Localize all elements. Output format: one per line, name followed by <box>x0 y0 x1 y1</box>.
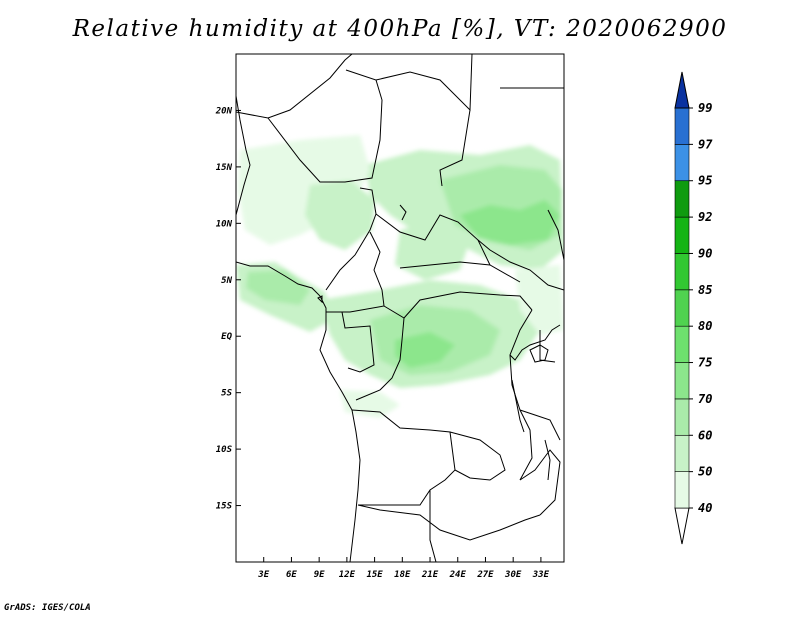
colorbar-box <box>674 325 690 363</box>
lake-chad <box>399 204 407 221</box>
border-angola <box>351 409 456 506</box>
humidity-region-congo-core <box>395 332 455 368</box>
border-ethiopia <box>547 209 564 261</box>
humidity-region-chad-core <box>460 200 560 245</box>
lat-tick-label: 15N <box>216 163 233 173</box>
lat-tick-label: 5S <box>221 389 232 399</box>
colorbar-tick-label: 70 <box>698 392 712 406</box>
colorbar-tick-label: 85 <box>698 283 712 297</box>
colorbar-box <box>674 107 690 145</box>
lon-tick-label: 33E <box>532 570 550 580</box>
lon-tick-label: 3E <box>257 570 269 580</box>
border-zambia <box>449 431 506 481</box>
humidity-region-angola-north <box>340 390 400 418</box>
colorbar-tick-label: 75 <box>698 356 712 370</box>
lon-tick-label: 18E <box>394 570 411 580</box>
border-libya-sudan <box>439 109 471 187</box>
border-car <box>399 261 521 283</box>
colorbar-box <box>674 216 690 254</box>
border-gabon <box>341 311 375 373</box>
country-borders <box>236 54 564 562</box>
lake-tanganyika <box>511 379 525 433</box>
colorbar-tick-label: 99 <box>698 101 712 115</box>
lat-axis: 20N 15N 10N 5N EQ 5S 10S 15S <box>215 106 241 512</box>
colorbar-tick-label: 60 <box>698 428 712 442</box>
border-kenya <box>539 330 556 363</box>
colorbar-box <box>674 253 690 291</box>
humidity-region-cameroon <box>395 220 470 280</box>
border-mozambique <box>519 449 561 516</box>
colorbar-tick-label: 95 <box>698 174 712 188</box>
humidity-region-gulf <box>246 270 310 305</box>
colorbar-tick-label: 90 <box>698 246 712 260</box>
map-title: Relative humidity at 400hPa [%], VT: 202… <box>72 16 728 42</box>
humidity-region-west-sahel <box>238 135 370 245</box>
border-namibia <box>429 490 437 562</box>
colorbar-tick-label: 92 <box>698 210 712 224</box>
colorbar-underflow <box>674 507 690 545</box>
coastline-west-upper <box>236 95 251 216</box>
lat-tick-label: 15S <box>216 502 233 512</box>
border-sahara <box>236 54 353 119</box>
lon-tick-label: 12E <box>339 570 356 580</box>
colorbar-tick-label: 80 <box>698 319 712 333</box>
border-sudan-south <box>477 239 564 291</box>
colorbar-box <box>674 362 690 400</box>
lon-tick-label: 30E <box>504 570 522 580</box>
humidity-region-nigeria <box>305 180 375 250</box>
lat-tick-label: 5N <box>221 276 232 286</box>
lon-tick-label: 15E <box>366 570 383 580</box>
colorbar-tick-label: 50 <box>698 465 712 479</box>
colorbar-tick-label: 40 <box>698 501 712 515</box>
lake-victoria <box>529 344 549 363</box>
lon-tick-label: 24E <box>449 570 467 580</box>
border-nigeria <box>325 187 377 291</box>
lon-tick-label: 27E <box>476 570 494 580</box>
lon-tick-label: 6E <box>286 570 297 580</box>
footer-credit: GrADS: IGES/COLA <box>4 603 91 613</box>
colorbar-box <box>674 289 690 327</box>
lon-axis: 3E 6E 9E 12E 15E 18E 21E 24E 27E 30E 33E <box>257 557 550 580</box>
colorbar: 40 50 60 70 75 80 85 90 92 95 97 99 <box>674 71 713 545</box>
border-south <box>357 504 541 541</box>
colorbar-box <box>674 144 690 182</box>
colorbar-box <box>674 471 690 509</box>
border-tanzania <box>519 409 561 441</box>
border-mali-niger <box>267 69 383 183</box>
colorbar-box <box>674 180 690 218</box>
map-frame <box>235 53 565 563</box>
lat-tick-label: 20N <box>215 106 233 116</box>
border-east-lakes <box>509 324 561 361</box>
coastline-west <box>236 261 361 562</box>
border-drc-north <box>403 291 533 319</box>
colorbar-box <box>674 398 690 436</box>
lon-tick-label: 9E <box>314 570 325 580</box>
lat-tick-label: EQ <box>221 332 232 342</box>
lat-tick-label: 10S <box>216 445 233 455</box>
lat-tick-label: 10N <box>216 219 233 229</box>
lon-tick-label: 21E <box>421 570 439 580</box>
border-cameroon <box>326 231 385 313</box>
border-niger-libya <box>375 54 473 112</box>
island-bioko <box>317 295 323 304</box>
lake-malawi <box>544 439 551 481</box>
colorbar-box <box>674 434 690 472</box>
colorbar-overflow <box>674 71 690 109</box>
colorbar-tick-label: 97 <box>698 137 713 151</box>
